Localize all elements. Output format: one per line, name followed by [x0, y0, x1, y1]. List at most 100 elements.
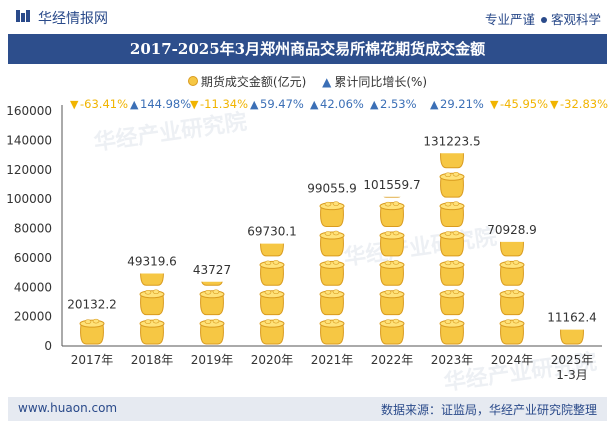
legend-item-growth: ▲ 累计同比增长(%)	[322, 73, 427, 90]
bar-icon-partial	[260, 243, 284, 257]
bar-icon	[379, 260, 405, 286]
bar-icon	[139, 318, 165, 345]
bar-icon	[379, 230, 405, 257]
data-label: 101559.7	[363, 178, 420, 192]
bar-icon	[379, 318, 405, 345]
growth-down-icon: ▼	[190, 98, 199, 111]
bar-icon	[379, 201, 405, 227]
bar-icon	[259, 289, 285, 316]
data-label: 70928.9	[487, 223, 537, 237]
data-label: 11162.4	[547, 311, 597, 325]
bar-icon	[499, 289, 525, 316]
chart-area: 华经产业研究院华经产业研究院华经产业研究院0200004000060000800…	[6, 97, 608, 396]
tagline: 专业严谨 客观科学	[485, 9, 601, 28]
data-label: 20132.2	[67, 297, 117, 311]
bar-icon	[379, 289, 405, 316]
x-tick-label: 2024年	[491, 353, 534, 367]
tagline-right: 客观科学	[550, 12, 601, 27]
growth-label: 29.21%	[440, 97, 484, 111]
x-tick-label: 1-3月	[556, 368, 588, 382]
y-tick-label: 120000	[6, 163, 52, 177]
growth-down-icon: ▼	[70, 98, 79, 111]
legend-label-amount: 期货成交金额(亿元)	[200, 75, 307, 89]
growth-label: -32.83%	[560, 97, 608, 111]
top-bar: 华经情报网 专业严谨 客观科学	[0, 0, 615, 34]
triangle-up-icon: ▲	[322, 75, 332, 89]
growth-up-icon: ▲	[430, 98, 439, 111]
bar-icon	[199, 289, 225, 316]
footer-website: www.huaon.com	[18, 401, 118, 415]
x-tick-label: 2021年	[311, 353, 354, 367]
bar-icon	[199, 318, 225, 345]
legend-item-amount: 期货成交金额(亿元)	[187, 73, 307, 90]
brand-name: 华经情报网	[38, 11, 108, 27]
data-label: 131223.5	[423, 134, 480, 148]
bar-icon	[439, 171, 465, 198]
growth-label: -11.34%	[200, 97, 248, 111]
growth-label: -45.95%	[500, 97, 548, 111]
bar-icon	[319, 230, 345, 257]
bar-icon	[439, 230, 465, 257]
legend-label-growth: 累计同比增长(%)	[334, 75, 428, 89]
bar-icon	[319, 318, 345, 345]
bar-icon-partial	[440, 153, 464, 169]
growth-up-icon: ▲	[310, 98, 319, 111]
data-label: 99055.9	[307, 182, 357, 196]
x-tick-label: 2023年	[431, 353, 474, 367]
bar-icon-partial	[140, 273, 164, 286]
data-label: 49319.6	[127, 255, 177, 269]
growth-down-icon: ▼	[490, 98, 499, 111]
bar-icon	[499, 318, 525, 345]
growth-label: 59.47%	[260, 97, 304, 111]
y-tick-label: 40000	[14, 280, 52, 294]
data-label: 69730.1	[247, 225, 297, 239]
bar-icon-partial	[201, 281, 223, 286]
bar-icon	[439, 260, 465, 286]
footer: www.huaon.com 数据来源：证监局，华经产业研究院整理	[8, 397, 607, 421]
watermark-text: 华经产业研究院	[342, 224, 498, 271]
bar-icon	[439, 201, 465, 227]
legend: 期货成交金额(亿元) ▲ 累计同比增长(%)	[0, 73, 615, 90]
x-tick-label: 2018年	[131, 353, 174, 367]
footer-source: 数据来源：证监局，华经产业研究院整理	[380, 403, 597, 417]
y-tick-label: 60000	[14, 251, 52, 265]
x-tick-label: 2020年	[251, 353, 294, 367]
chart-title: 2017-2025年3月郑州商品交易所棉花期货成交金额	[8, 34, 607, 64]
logo-icon	[16, 10, 30, 22]
y-tick-label: 80000	[14, 222, 52, 236]
bar-icon-partial	[383, 196, 401, 198]
y-tick-label: 140000	[6, 133, 52, 147]
bar-icon	[439, 289, 465, 316]
bar-icon	[259, 318, 285, 345]
growth-down-icon: ▼	[550, 98, 559, 111]
x-tick-label: 2017年	[71, 353, 114, 367]
bar-icon	[439, 318, 465, 345]
bar-icon	[259, 260, 285, 286]
bar-icon-partial	[319, 201, 345, 227]
separator-dot-icon	[540, 17, 547, 23]
tagline-left: 专业严谨	[484, 12, 535, 27]
data-label: 43727	[193, 263, 231, 277]
bar-icon	[319, 260, 345, 286]
bar-icon	[319, 289, 345, 316]
growth-label: 2.53%	[380, 97, 417, 111]
bar-icon-partial	[500, 241, 524, 257]
x-tick-label: 2025年	[551, 353, 594, 367]
growth-label: 144.98%	[140, 97, 191, 111]
x-tick-label: 2019年	[191, 353, 234, 367]
growth-label: -63.41%	[80, 97, 128, 111]
y-tick-label: 0	[44, 339, 52, 353]
growth-up-icon: ▲	[250, 98, 259, 111]
x-tick-label: 2022年	[371, 353, 414, 367]
watermark-text: 华经产业研究院	[92, 109, 248, 156]
bar-icon	[139, 289, 165, 316]
growth-up-icon: ▲	[130, 98, 139, 111]
growth-up-icon: ▲	[370, 98, 379, 111]
bar-icon-partial	[560, 329, 584, 345]
bar-icon	[79, 318, 105, 345]
coin-icon	[187, 76, 198, 86]
y-tick-label: 160000	[6, 104, 52, 118]
y-tick-label: 20000	[14, 310, 52, 324]
bar-icon	[499, 260, 525, 286]
y-tick-label: 100000	[6, 192, 52, 206]
